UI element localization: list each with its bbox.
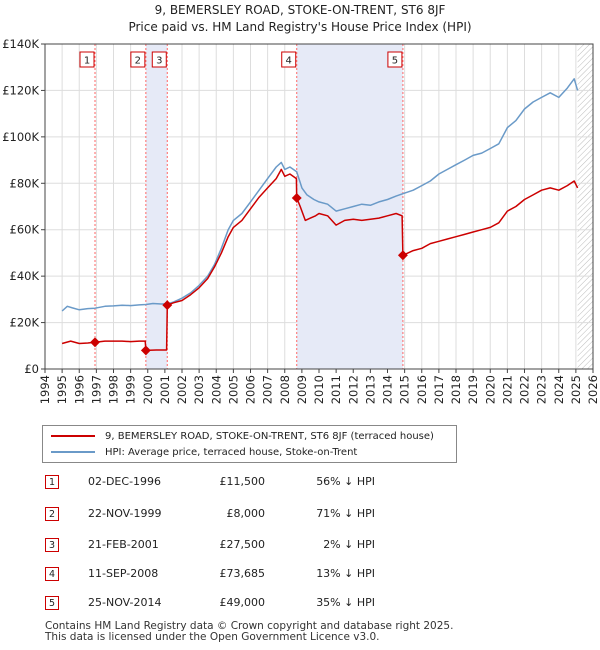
x-tick-label: 2000 bbox=[141, 375, 155, 404]
forecast-hatch bbox=[577, 44, 593, 369]
y-tick-label: £140K bbox=[2, 37, 39, 51]
legend-swatch-property bbox=[51, 435, 95, 437]
x-tick-label: 2025 bbox=[569, 375, 583, 404]
sale-label: 1 bbox=[84, 56, 90, 67]
y-tick-label: £20K bbox=[10, 316, 40, 330]
x-tick-label: 2006 bbox=[244, 375, 258, 404]
x-tick-label: 2007 bbox=[261, 375, 275, 404]
y-tick-label: £80K bbox=[10, 176, 40, 190]
x-tick-label: 2023 bbox=[535, 375, 549, 404]
sale-label: 2 bbox=[135, 56, 141, 67]
x-tick-label: 2021 bbox=[500, 375, 514, 404]
transaction-number: 1 bbox=[45, 475, 59, 489]
property-series-line bbox=[61, 168, 579, 352]
transaction-number: 4 bbox=[45, 567, 59, 581]
transaction-date: 22-NOV-1999 bbox=[88, 507, 162, 520]
x-tick-label: 1994 bbox=[38, 375, 52, 404]
x-tick-label: 2015 bbox=[398, 375, 412, 404]
x-tick-label: 1996 bbox=[72, 375, 86, 404]
x-tick-label: 2011 bbox=[329, 375, 343, 404]
x-tick-label: 2016 bbox=[415, 375, 429, 404]
sale-label: 4 bbox=[286, 56, 292, 67]
transaction-row: 1 02-DEC-1996 £11,500 56% ↓ HPI bbox=[45, 475, 375, 490]
x-tick-label: 2002 bbox=[175, 375, 189, 404]
transaction-price: £11,500 bbox=[219, 475, 266, 488]
x-tick-label: 2012 bbox=[346, 375, 360, 404]
y-tick-label: £0 bbox=[24, 362, 39, 376]
legend-swatch-hpi bbox=[51, 451, 95, 453]
x-tick-label: 2010 bbox=[312, 375, 326, 404]
transaction-price: £8,000 bbox=[226, 507, 266, 520]
transaction-date: 25-NOV-2014 bbox=[88, 596, 162, 609]
x-tick-label: 1995 bbox=[55, 375, 69, 404]
transaction-hpi-diff: 56% ↓ HPI bbox=[316, 475, 375, 488]
x-tick-label: 1999 bbox=[124, 375, 138, 404]
legend-item-property: 9, BEMERSLEY ROAD, STOKE-ON-TRENT, ST6 8… bbox=[51, 429, 434, 443]
legend-label-property: 9, BEMERSLEY ROAD, STOKE-ON-TRENT, ST6 8… bbox=[105, 430, 434, 442]
sale-label-box bbox=[130, 51, 146, 68]
transaction-number: 2 bbox=[45, 507, 59, 521]
transaction-price: £27,500 bbox=[219, 538, 266, 551]
transaction-date: 21-FEB-2001 bbox=[88, 538, 159, 551]
sale-label-box bbox=[79, 51, 95, 68]
sale-label: 5 bbox=[392, 56, 398, 67]
sale-label: 3 bbox=[156, 56, 162, 67]
y-tick-label: £40K bbox=[10, 269, 40, 283]
hpi-series-line bbox=[61, 78, 579, 312]
transaction-row: 2 22-NOV-1999 £8,000 71% ↓ HPI bbox=[45, 507, 375, 522]
x-tick-label: 2024 bbox=[552, 375, 566, 404]
transaction-row: 4 11-SEP-2008 £73,685 13% ↓ HPI bbox=[45, 567, 375, 582]
y-tick-label: £60K bbox=[10, 223, 40, 237]
x-tick-label: 2017 bbox=[432, 375, 446, 404]
x-tick-label: 2018 bbox=[449, 375, 463, 404]
x-tick-label: 2014 bbox=[381, 375, 395, 404]
transaction-hpi-diff: 13% ↓ HPI bbox=[316, 567, 375, 580]
x-tick-label: 2013 bbox=[363, 375, 377, 404]
x-tick-label: 2022 bbox=[518, 375, 532, 404]
chart-title: 9, BEMERSLEY ROAD, STOKE-ON-TRENT, ST6 8… bbox=[154, 3, 446, 17]
transaction-hpi-diff: 35% ↓ HPI bbox=[316, 596, 375, 609]
transaction-price: £49,000 bbox=[219, 596, 266, 609]
footer-line-2: This data is licensed under the Open Gov… bbox=[45, 631, 380, 643]
legend-item-hpi: HPI: Average price, terraced house, Stok… bbox=[51, 445, 357, 459]
transaction-date: 11-SEP-2008 bbox=[88, 567, 159, 580]
sale-point bbox=[397, 250, 408, 261]
transaction-hpi-diff: 2% ↓ HPI bbox=[323, 538, 375, 551]
footer-line-1: Contains HM Land Registry data © Crown c… bbox=[45, 620, 454, 632]
x-tick-label: 2019 bbox=[466, 375, 480, 404]
transaction-number: 3 bbox=[45, 538, 59, 552]
legend-label-hpi: HPI: Average price, terraced house, Stok… bbox=[105, 446, 358, 458]
transaction-date: 02-DEC-1996 bbox=[88, 475, 162, 488]
transaction-number: 5 bbox=[45, 596, 59, 610]
transaction-row: 3 21-FEB-2001 £27,500 2% ↓ HPI bbox=[45, 538, 375, 553]
x-tick-label: 2003 bbox=[192, 375, 206, 404]
chart-legend: 9, BEMERSLEY ROAD, STOKE-ON-TRENT, ST6 8… bbox=[42, 425, 457, 463]
x-tick-label: 1997 bbox=[89, 375, 103, 404]
price-chart: 1 2 3 4 5 £0 £20K £40K £60K £80K £100K £120K £140K 1… bbox=[2, 37, 600, 404]
x-tick-label: 2004 bbox=[209, 375, 223, 404]
x-tick-label: 2026 bbox=[586, 375, 600, 404]
transaction-hpi-diff: 71% ↓ HPI bbox=[316, 507, 375, 520]
x-tick-label: 1998 bbox=[107, 375, 121, 404]
footer-attribution: Contains HM Land Registry data © Crown c… bbox=[45, 621, 453, 643]
chart-subtitle: Price paid vs. HM Land Registry's House … bbox=[128, 20, 472, 34]
x-tick-label: 2008 bbox=[278, 375, 292, 404]
x-tick-label: 2009 bbox=[295, 375, 309, 404]
sale-label-box bbox=[281, 51, 297, 68]
sale-point bbox=[140, 345, 151, 356]
sale-point bbox=[291, 192, 302, 203]
sale-point bbox=[162, 300, 173, 311]
transaction-row: 5 25-NOV-2014 £49,000 35% ↓ HPI bbox=[45, 596, 375, 611]
sale-label-box bbox=[151, 51, 167, 68]
sale-label-box bbox=[387, 51, 403, 68]
x-tick-label: 2020 bbox=[483, 375, 497, 404]
x-tick-label: 2005 bbox=[226, 375, 240, 404]
y-tick-label: £100K bbox=[2, 130, 39, 144]
x-tick-label: 2001 bbox=[158, 375, 172, 404]
sale-period-band bbox=[145, 44, 168, 369]
transaction-price: £73,685 bbox=[219, 567, 266, 580]
sale-period-band bbox=[296, 44, 403, 369]
y-tick-label: £120K bbox=[2, 83, 39, 97]
